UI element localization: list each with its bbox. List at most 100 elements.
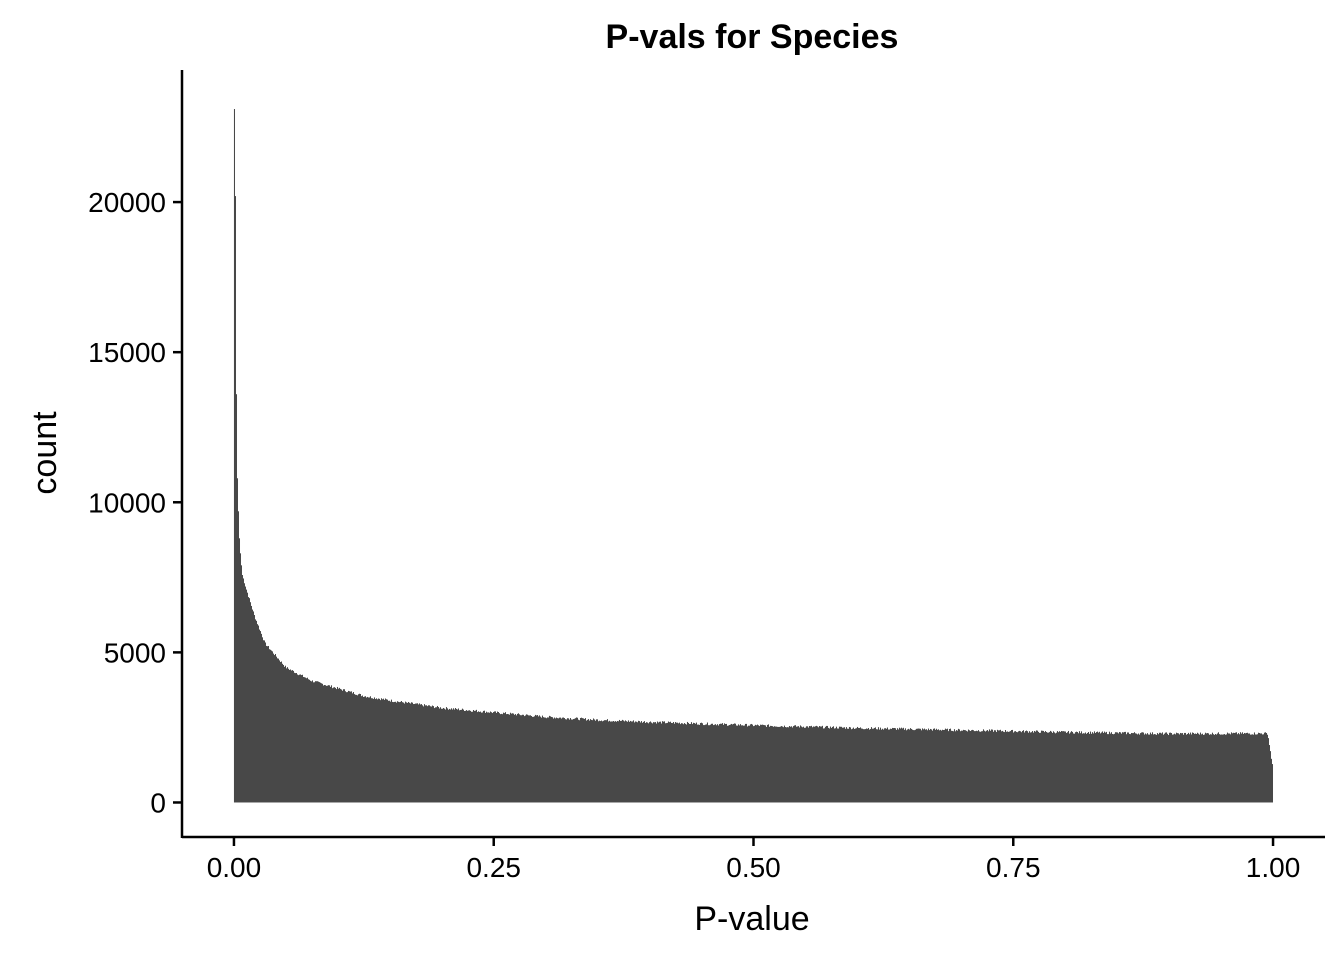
histogram-bar bbox=[567, 718, 570, 803]
histogram-bar bbox=[1007, 731, 1010, 803]
histogram-bar bbox=[245, 589, 248, 803]
histogram-bar bbox=[920, 730, 923, 803]
histogram-bar bbox=[699, 722, 702, 803]
histogram-bar bbox=[1125, 734, 1128, 803]
histogram-bar bbox=[675, 722, 678, 803]
histogram-bar bbox=[931, 730, 934, 803]
histogram-bar bbox=[294, 673, 297, 803]
histogram-bar bbox=[638, 721, 641, 803]
histogram-bar bbox=[807, 727, 810, 803]
histogram-bar bbox=[302, 676, 305, 803]
histogram-bar bbox=[1227, 733, 1230, 803]
histogram-bar bbox=[697, 724, 700, 803]
histogram-bar bbox=[990, 729, 993, 803]
histogram-bar bbox=[317, 681, 320, 803]
histogram-bar bbox=[925, 729, 928, 803]
histogram-bar bbox=[1016, 732, 1019, 803]
histogram-bar bbox=[927, 728, 930, 803]
histogram-bar bbox=[475, 709, 478, 803]
histogram-bar bbox=[691, 724, 694, 803]
histogram-bar bbox=[923, 728, 926, 803]
histogram-bar bbox=[274, 654, 277, 803]
histogram-bar bbox=[1194, 733, 1197, 803]
y-tick-label: 0 bbox=[150, 787, 166, 818]
histogram-bar bbox=[1005, 731, 1008, 803]
histogram-bar bbox=[569, 718, 572, 803]
histogram-bar bbox=[1164, 732, 1167, 803]
histogram-bar bbox=[1034, 731, 1037, 803]
histogram-bar bbox=[289, 669, 292, 803]
histogram-bar bbox=[267, 645, 270, 803]
histogram-bar bbox=[826, 725, 829, 803]
x-tick-label: 0.75 bbox=[986, 852, 1041, 883]
histogram-bar bbox=[827, 727, 830, 803]
histogram-bar bbox=[373, 697, 376, 803]
histogram-bar bbox=[576, 717, 579, 803]
histogram-bar bbox=[1224, 734, 1227, 803]
histogram-bar bbox=[861, 728, 864, 803]
histogram-bar bbox=[528, 715, 531, 803]
histogram-bar bbox=[980, 731, 983, 803]
histogram-bar bbox=[243, 583, 246, 803]
histogram-bar bbox=[460, 709, 463, 803]
histogram-bar bbox=[859, 727, 862, 803]
histogram-bar bbox=[508, 714, 511, 803]
histogram-bar bbox=[280, 661, 283, 803]
histogram-bar bbox=[832, 726, 835, 803]
histogram-bar bbox=[809, 726, 812, 803]
histogram-bar bbox=[592, 718, 595, 803]
histogram-bar bbox=[505, 714, 508, 803]
histogram-bar bbox=[881, 728, 884, 803]
histogram-bar bbox=[784, 727, 787, 803]
histogram-bar bbox=[1212, 734, 1215, 803]
histogram-bar bbox=[1006, 731, 1009, 803]
histogram-bar bbox=[327, 685, 330, 803]
histogram-bar bbox=[509, 712, 512, 803]
histogram-bar bbox=[876, 729, 879, 803]
histogram-bar bbox=[287, 668, 290, 803]
histogram-bar bbox=[498, 713, 501, 803]
histogram-bar bbox=[308, 679, 311, 803]
histogram-bar bbox=[969, 731, 972, 803]
histogram-bar bbox=[688, 723, 691, 803]
histogram-bar bbox=[377, 698, 380, 803]
histogram-bar bbox=[752, 726, 755, 803]
histogram-bar bbox=[255, 620, 258, 803]
histogram-bar bbox=[385, 699, 388, 803]
histogram-bar bbox=[1045, 731, 1048, 803]
histogram-bar bbox=[907, 728, 910, 803]
histogram-bar bbox=[747, 725, 750, 803]
histogram-bar bbox=[1012, 732, 1015, 803]
histogram-bar bbox=[700, 722, 703, 803]
histogram-bar bbox=[998, 730, 1001, 803]
histogram-bar bbox=[618, 719, 621, 803]
histogram-bar bbox=[1105, 731, 1108, 803]
histogram-bar bbox=[672, 721, 675, 803]
histogram-bar bbox=[952, 731, 955, 803]
histogram-bar bbox=[424, 705, 427, 803]
histogram-bar bbox=[872, 728, 875, 803]
histogram-bar bbox=[767, 724, 770, 803]
histogram-bar bbox=[242, 578, 245, 803]
histogram-bar bbox=[422, 706, 425, 803]
histogram-bar bbox=[776, 726, 779, 803]
histogram-bar bbox=[769, 725, 772, 803]
histogram-bar bbox=[856, 726, 859, 803]
histogram-bar bbox=[1153, 734, 1156, 803]
histogram-bar bbox=[947, 731, 950, 803]
histogram-bar bbox=[332, 687, 335, 803]
histogram-bar bbox=[641, 722, 644, 803]
histogram-bar bbox=[911, 729, 914, 803]
histogram-bar bbox=[1242, 733, 1245, 803]
histogram-bar bbox=[635, 721, 638, 803]
histogram-bar bbox=[1165, 732, 1168, 803]
histogram-bar bbox=[975, 730, 978, 803]
histogram-bar bbox=[580, 717, 583, 803]
histogram-bar bbox=[946, 728, 949, 803]
histogram-bar bbox=[237, 511, 240, 803]
histogram-bar bbox=[247, 597, 250, 803]
histogram-bar bbox=[780, 726, 783, 803]
histogram-bar bbox=[750, 723, 753, 803]
histogram-bar bbox=[893, 727, 896, 803]
histogram-bar bbox=[678, 722, 681, 803]
